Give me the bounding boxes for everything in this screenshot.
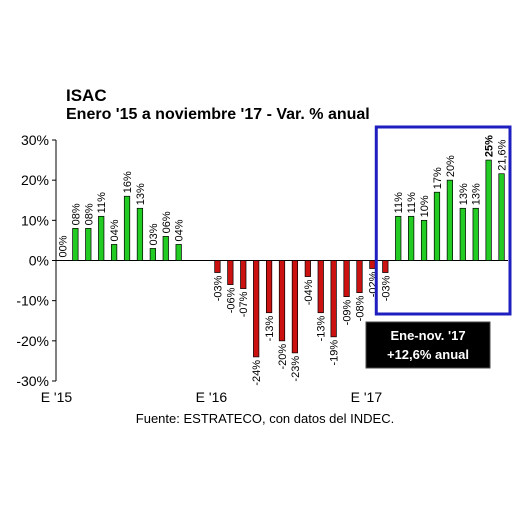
bar <box>498 173 505 261</box>
y-tick-label: -10% <box>16 293 49 309</box>
bar <box>472 207 479 261</box>
data-label: 11% <box>393 192 405 213</box>
data-label: 17% <box>432 167 444 189</box>
y-tick-label: 0% <box>29 253 49 269</box>
data-label: 11% <box>406 192 418 213</box>
bar <box>85 228 92 261</box>
chart-subtitle: Enero '15 a noviembre '17 - Var. % anual <box>66 106 370 123</box>
y-tick-label: -30% <box>16 373 49 389</box>
annotation-box <box>365 321 491 369</box>
data-label: 13% <box>135 183 147 205</box>
chart-title: ISAC <box>66 86 107 105</box>
data-label: 10% <box>419 195 431 217</box>
data-label: -19% <box>329 340 341 366</box>
data-label: 08% <box>83 203 95 225</box>
bar <box>149 248 156 261</box>
data-label: -07% <box>238 291 250 317</box>
data-label: -04% <box>303 279 315 305</box>
bar <box>123 195 131 261</box>
data-label: -23% <box>290 356 302 382</box>
bar <box>485 159 492 261</box>
data-label: 13% <box>458 183 470 205</box>
data-label: -06% <box>225 287 237 313</box>
data-label: -03% <box>212 275 224 301</box>
x-tick-label: E '17 <box>351 389 383 405</box>
data-label: -24% <box>251 360 263 386</box>
data-label: 16% <box>122 171 134 193</box>
y-tick-label: -20% <box>16 333 49 349</box>
y-tick-label: 20% <box>21 172 49 188</box>
data-label: -03% <box>380 275 392 301</box>
data-label: 06% <box>161 211 173 233</box>
data-label: -08% <box>354 295 366 321</box>
chart-source: Fuente: ESTRATECO, con datos del INDEC. <box>135 411 395 426</box>
bar <box>265 260 273 314</box>
bar <box>72 228 79 261</box>
data-label: 00% <box>57 235 69 257</box>
data-label: 21,6% <box>497 139 509 170</box>
data-label: -09% <box>342 299 354 325</box>
bar <box>214 260 221 273</box>
bar <box>446 179 453 261</box>
data-label: 20% <box>445 155 457 177</box>
data-label: 03% <box>148 223 160 245</box>
bar <box>162 236 169 261</box>
bar <box>111 244 118 261</box>
bar <box>98 215 105 261</box>
data-label: 25% <box>484 135 496 157</box>
bar <box>395 215 402 261</box>
bar <box>420 219 428 261</box>
bar <box>356 260 363 293</box>
data-label: 08% <box>70 203 82 225</box>
data-label: 04% <box>109 219 121 241</box>
bar <box>408 215 415 261</box>
bar <box>433 191 441 261</box>
data-label: 11% <box>96 192 108 213</box>
y-tick-label: 10% <box>21 212 49 228</box>
data-label: 13% <box>471 183 483 205</box>
bar <box>291 260 299 354</box>
bar <box>175 244 182 261</box>
annotation-line-2: +12,6% anual <box>387 347 469 362</box>
bar <box>382 260 389 273</box>
data-label: -13% <box>316 316 328 342</box>
bar <box>330 260 337 338</box>
bar <box>459 207 466 261</box>
bar <box>304 260 311 277</box>
bar <box>317 260 324 314</box>
bar <box>240 260 247 289</box>
bar <box>369 260 376 269</box>
annotation-line-1: Ene-nov. '17 <box>390 328 465 343</box>
highlight-box <box>374 125 512 316</box>
data-label: -20% <box>277 344 289 370</box>
bar <box>253 260 260 358</box>
x-tick-label: E '16 <box>196 389 228 405</box>
x-tick-label: E '15 <box>41 389 73 405</box>
data-label: -13% <box>264 316 276 342</box>
y-tick-label: 30% <box>21 132 49 148</box>
bar <box>136 207 144 261</box>
data-label: 04% <box>174 219 186 241</box>
bar <box>227 260 234 285</box>
bar <box>278 260 286 342</box>
bar <box>343 260 350 298</box>
